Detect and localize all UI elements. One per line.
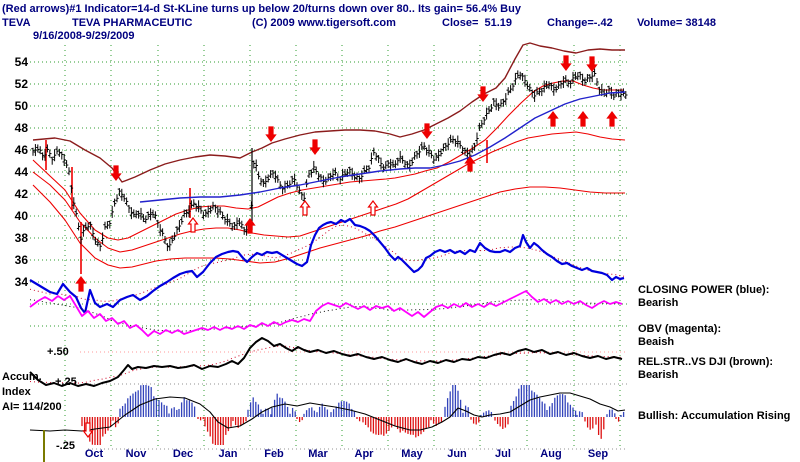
buy-signal-arrow-icon bbox=[367, 200, 379, 216]
index-label: Index bbox=[2, 386, 31, 398]
date-range: 9/16/2008-9/29/2009 bbox=[33, 30, 135, 42]
buy-signal-arrow-icon bbox=[464, 156, 476, 172]
rel-str-label: REL.STR..VS DJI (brown): bbox=[638, 356, 774, 368]
minus25-axis-label: -.25 bbox=[56, 440, 75, 452]
price-axis-label: 36 bbox=[14, 253, 28, 267]
accumulation-index-value: AI= 114/200 bbox=[2, 401, 62, 413]
price-axis-label: 52 bbox=[14, 77, 28, 91]
month-axis-label: Feb bbox=[264, 448, 284, 460]
company-name: TEVA PHARMACEUTIC bbox=[72, 17, 193, 29]
closing-power-line bbox=[29, 217, 625, 315]
accum-index-line bbox=[29, 392, 626, 432]
ticker-symbol: TEVA bbox=[2, 17, 31, 29]
month-axis-label: May bbox=[401, 448, 423, 460]
month-axis-label: Dec bbox=[172, 448, 194, 460]
accumulation-status: Bullish: Accumulation Rising bbox=[638, 410, 791, 422]
price-axis-label: 44 bbox=[14, 165, 28, 179]
accum-label: Accum. bbox=[2, 371, 42, 383]
accum-signal-arrow-icon bbox=[82, 422, 94, 438]
sell-signal-arrow-icon bbox=[560, 55, 572, 71]
rel-str-status: Bearish bbox=[638, 369, 679, 381]
price-axis-label: 50 bbox=[14, 99, 28, 113]
price-axis-label: 46 bbox=[14, 143, 28, 157]
closing-power-label: CLOSING POWER (blue): bbox=[638, 284, 770, 296]
change-value: Change=-.42 bbox=[547, 17, 613, 29]
sell-signal-arrow-icon bbox=[421, 123, 433, 139]
month-axis-label: Jun bbox=[447, 448, 467, 460]
outer-lower-band-line bbox=[32, 184, 625, 269]
buy-signal-arrow-icon bbox=[577, 111, 589, 127]
rel-str-signal-dotted bbox=[29, 345, 623, 384]
price-axis-label: 54 bbox=[14, 55, 28, 69]
price-axis-label: 40 bbox=[14, 209, 28, 223]
close-value: Close= 51.19 bbox=[442, 17, 513, 29]
obv-signal-dotted bbox=[29, 298, 623, 332]
month-axis-label: Aug bbox=[540, 448, 562, 460]
closing-power-status: Bearish bbox=[638, 297, 679, 309]
sell-signal-arrow-icon bbox=[265, 126, 277, 142]
blue-ma-line bbox=[139, 91, 626, 203]
copyright-notice: (C) 2009 www.tigersoft.com bbox=[252, 17, 396, 29]
obv-status: Beaish bbox=[638, 336, 675, 348]
rel-str-line bbox=[29, 337, 623, 387]
price-axis-label: 34 bbox=[14, 275, 28, 289]
indicator-description: (Red arrows)#1 Indicator=14-d St-KLine t… bbox=[2, 3, 521, 15]
sell-signal-arrow-icon bbox=[586, 56, 598, 72]
plus25-axis-label: +.25 bbox=[55, 376, 77, 388]
obv-line bbox=[29, 290, 623, 337]
buy-signal-arrow-icon bbox=[606, 111, 618, 127]
month-axis-label: Mar bbox=[308, 448, 328, 460]
buy-signal-arrow-icon bbox=[547, 111, 559, 127]
upper-band-line bbox=[32, 42, 625, 183]
buy-signal-arrow-icon bbox=[187, 217, 199, 233]
price-axis-label: 42 bbox=[14, 187, 28, 201]
buy-signal-arrow-icon bbox=[244, 218, 256, 234]
middle-band-line bbox=[32, 80, 623, 241]
month-axis-label: Sep bbox=[587, 448, 609, 460]
month-axis-label: Nov bbox=[125, 448, 147, 460]
sell-signal-arrow-icon bbox=[309, 139, 321, 155]
month-axis-label: Jan bbox=[218, 448, 238, 460]
month-axis-label: Oct bbox=[84, 448, 104, 460]
price-axis-label: 48 bbox=[14, 121, 28, 135]
price-axis-label: 38 bbox=[14, 231, 28, 245]
buy-signal-arrow-icon bbox=[75, 276, 87, 292]
month-axis-label: Apr bbox=[354, 448, 374, 460]
month-axis-label: Jul bbox=[495, 448, 511, 460]
plus50-axis-label: +.50 bbox=[47, 346, 69, 358]
closing-power-signal-dotted bbox=[29, 224, 625, 302]
buy-signal-arrow-icon bbox=[299, 200, 311, 216]
sell-signal-arrow-icon bbox=[110, 165, 122, 181]
volume-value: Volume= 38148 bbox=[637, 17, 716, 29]
obv-label: OBV (magenta): bbox=[638, 323, 722, 335]
sell-signal-arrow-icon bbox=[477, 86, 489, 102]
